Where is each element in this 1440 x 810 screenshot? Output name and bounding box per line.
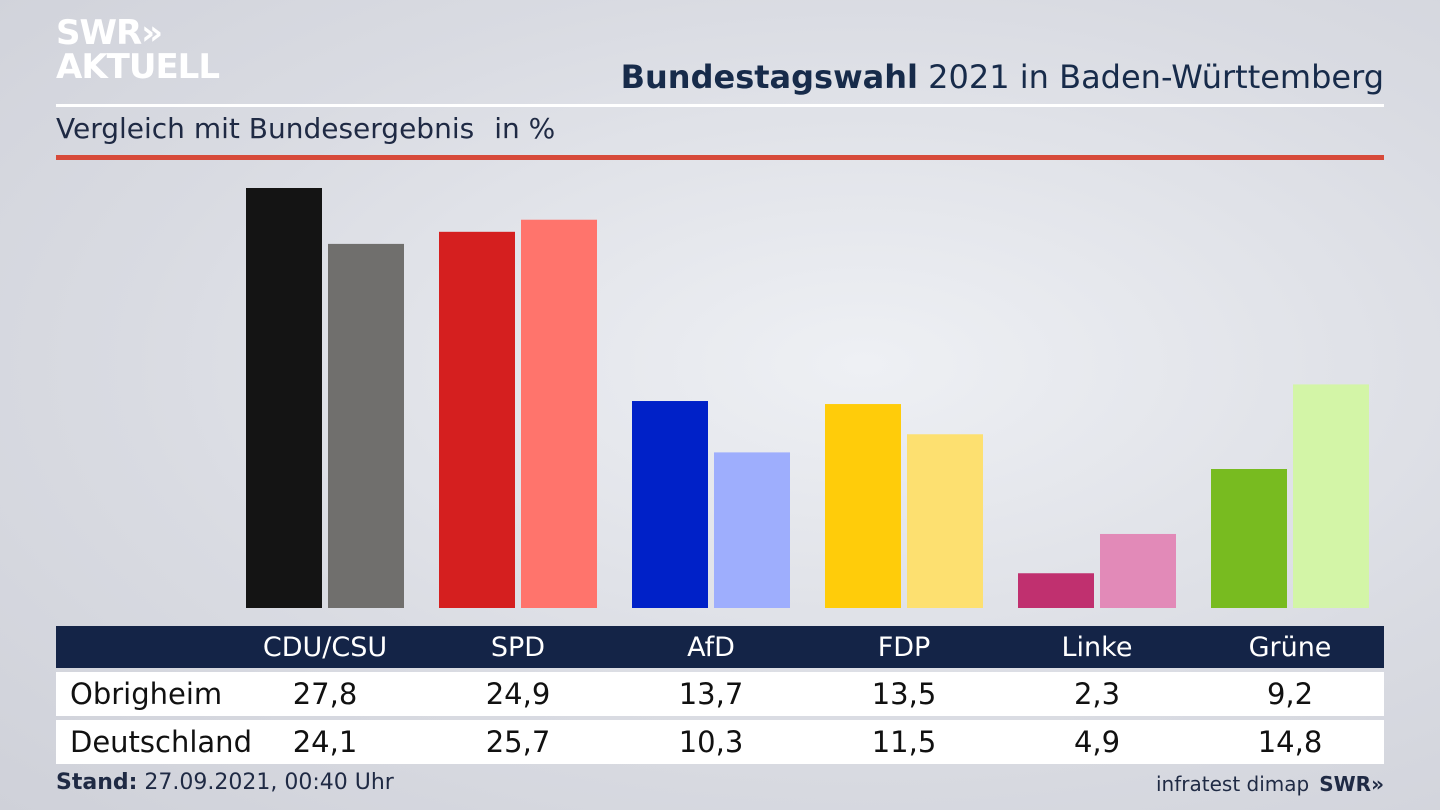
title-bold: Bundestagswahl xyxy=(620,58,918,96)
source-credit: infratest dimap SWR» xyxy=(1156,772,1384,796)
bar-deutschland-2 xyxy=(714,452,790,608)
source-text: infratest dimap xyxy=(1156,772,1310,796)
swr-aktuell-logo: SWR» AKTUELL xyxy=(56,13,220,87)
bar-obrigheim-4 xyxy=(1018,573,1094,608)
table-header-row: CDU/CSU SPD AfD FDP Linke Grüne xyxy=(56,626,1384,668)
value-label: 9,2 xyxy=(1266,677,1314,711)
bar-deutschland-5 xyxy=(1293,384,1369,608)
value-label: 25,7 xyxy=(485,725,551,759)
subtitle-text: Vergleich mit Bundesergebnis xyxy=(56,112,475,145)
value-label: 27,8 xyxy=(292,677,358,711)
value-label: 13,5 xyxy=(871,677,937,711)
stand-value: 27.09.2021, 00:40 Uhr xyxy=(137,770,394,795)
value-label: 4,9 xyxy=(1073,725,1121,759)
results-table: CDU/CSU SPD AfD FDP Linke Grüne Obrigheim 27,… xyxy=(56,626,1384,764)
bar-deutschland-4 xyxy=(1100,533,1176,608)
value-label: 24,1 xyxy=(292,725,358,759)
timestamp: Stand: 27.09.2021, 00:40 Uhr xyxy=(56,770,394,795)
bar-obrigheim-0 xyxy=(246,188,322,608)
bar-deutschland-1 xyxy=(521,219,597,608)
stand-label: Stand: xyxy=(56,770,138,795)
logo-line-1: SWR» xyxy=(56,13,163,53)
category-label: Grüne xyxy=(1248,631,1332,663)
chart-subtitle: Vergleich mit Bundesergebnis in % xyxy=(56,112,555,145)
value-label: 24,9 xyxy=(485,677,551,711)
chart-title: Bundestagswahl 2021 in Baden-Württemberg xyxy=(621,58,1384,96)
category-label: SPD xyxy=(490,631,546,663)
row-label: Obrigheim xyxy=(70,677,223,711)
bar-chart xyxy=(246,188,1369,609)
value-label: 10,3 xyxy=(678,725,744,759)
bar-deutschland-0 xyxy=(328,243,404,608)
unit-label: in % xyxy=(494,112,556,145)
bar-obrigheim-5 xyxy=(1211,469,1287,608)
category-label: AfD xyxy=(687,631,735,663)
value-label: 14,8 xyxy=(1257,725,1323,759)
category-label: CDU/CSU xyxy=(262,631,388,663)
value-label: 13,7 xyxy=(678,677,744,711)
row-label: Deutschland xyxy=(70,725,252,759)
table-row: Deutschland 24,1 25,7 10,3 11,5 4,9 14,8 xyxy=(56,720,1384,764)
logo-line-2: AKTUELL xyxy=(56,47,220,87)
value-label: 2,3 xyxy=(1073,677,1121,711)
bar-obrigheim-3 xyxy=(825,404,901,608)
value-label: 11,5 xyxy=(871,725,937,759)
header-divider xyxy=(56,104,1384,107)
bar-obrigheim-1 xyxy=(439,231,515,609)
category-label: Linke xyxy=(1061,631,1133,663)
bar-deutschland-3 xyxy=(907,434,983,608)
bar-obrigheim-2 xyxy=(632,401,708,608)
accent-divider xyxy=(56,155,1384,160)
swr-footer-logo: SWR» xyxy=(1319,772,1384,796)
title-rest: 2021 in Baden-Württemberg xyxy=(917,58,1384,96)
table-row: Obrigheim 27,8 24,9 13,7 13,5 2,3 9,2 xyxy=(56,672,1384,716)
category-label: FDP xyxy=(877,631,931,663)
